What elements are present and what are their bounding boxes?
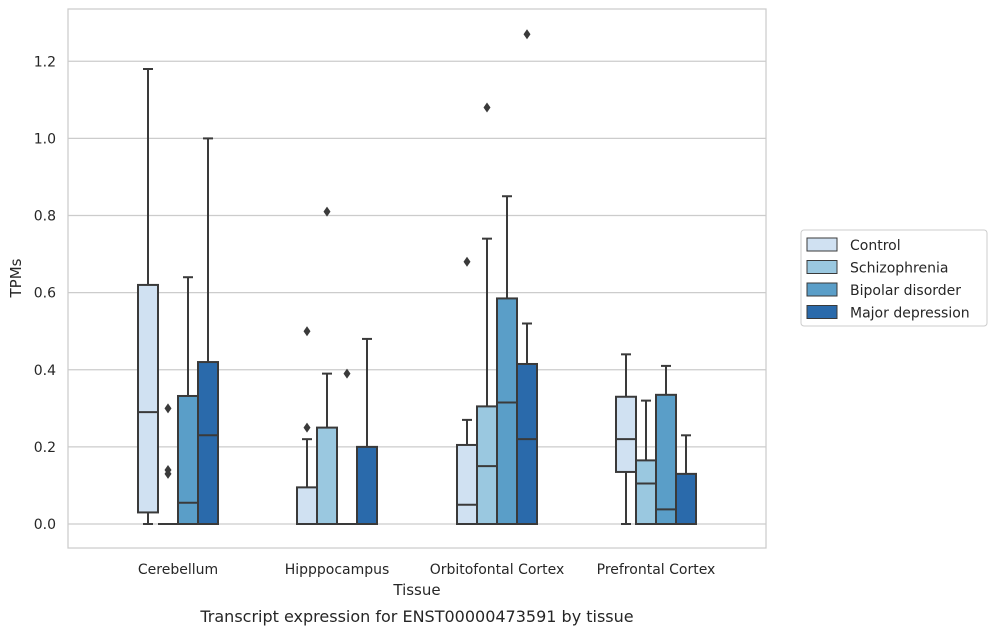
y-tick-label: 0.8 xyxy=(34,209,56,225)
plot-frame xyxy=(67,8,767,549)
box-body xyxy=(177,394,199,525)
x-tick-label: Cerebellum xyxy=(138,562,218,578)
outlier-marker xyxy=(303,326,311,337)
box-body xyxy=(197,361,219,525)
x-axis-label: Tissue xyxy=(392,581,440,599)
legend-swatch xyxy=(806,237,838,252)
box-body xyxy=(675,472,697,526)
y-tick-labels: 0.0 0.2 0.4 0.6 0.8 1.0 1.2 xyxy=(34,54,56,533)
box-0-1 xyxy=(158,403,178,525)
box-body xyxy=(635,459,657,526)
box-body xyxy=(316,426,338,526)
outlier-marker xyxy=(463,256,471,267)
legend-frame xyxy=(800,229,988,327)
y-tick-label: 0.4 xyxy=(34,363,56,379)
outlier-marker xyxy=(323,206,331,217)
legend-swatch xyxy=(806,260,838,274)
outlier-marker xyxy=(483,102,491,113)
box-body xyxy=(516,362,538,526)
outlier-marker xyxy=(523,29,531,40)
box-3-2 xyxy=(655,364,677,525)
legend-label: Schizophrenia xyxy=(850,261,948,277)
box-body xyxy=(296,486,318,526)
box-0-0 xyxy=(137,67,159,525)
box-0-2 xyxy=(177,276,199,525)
box-1-1 xyxy=(316,206,338,526)
legend-label: Bipolar disorder xyxy=(850,283,961,299)
legend-label: Control xyxy=(850,238,901,254)
x-tick-label: Hipppocampus xyxy=(285,562,390,578)
legend: Control Schizophrenia Bipolar disorder Majo… xyxy=(800,229,988,327)
legend-label: Major depression xyxy=(850,306,970,322)
outlier-marker xyxy=(164,403,172,414)
box-body xyxy=(496,297,518,526)
y-tick-label: 1.2 xyxy=(34,54,56,70)
box-body xyxy=(615,395,637,473)
x-tick-label: Orbitofontal Cortex xyxy=(430,562,565,578)
x-tick-label: Prefrontal Cortex xyxy=(597,562,716,578)
box-3-1 xyxy=(635,399,657,526)
outlier-marker xyxy=(303,422,311,433)
box-3-3 xyxy=(675,434,697,526)
box-body xyxy=(456,443,478,525)
box-plot-marks xyxy=(137,29,697,526)
box-body xyxy=(655,393,677,525)
y-tick-label: 0.6 xyxy=(34,286,56,302)
box-0-3 xyxy=(197,137,219,525)
legend-swatch xyxy=(806,305,838,319)
y-tick-label: 1.0 xyxy=(34,131,56,147)
box-1-3 xyxy=(356,337,378,526)
outlier-marker xyxy=(343,368,351,379)
y-tick-label: 0.0 xyxy=(34,517,56,533)
legend-swatch xyxy=(806,282,838,297)
y-axis-label: TPMs xyxy=(7,258,25,298)
y-tick-label: 0.2 xyxy=(34,440,56,456)
x-tick-labels: Cerebellum Hipppocampus Orbitofontal Corte… xyxy=(138,562,715,578)
chart-caption: Transcript expression for ENST0000047359… xyxy=(199,607,633,626)
outlier-marker xyxy=(164,465,172,476)
box-2-3 xyxy=(516,29,538,526)
box-body xyxy=(137,283,159,514)
box-3-0 xyxy=(615,353,637,525)
box-1-2 xyxy=(337,368,357,525)
box-body xyxy=(356,445,378,526)
